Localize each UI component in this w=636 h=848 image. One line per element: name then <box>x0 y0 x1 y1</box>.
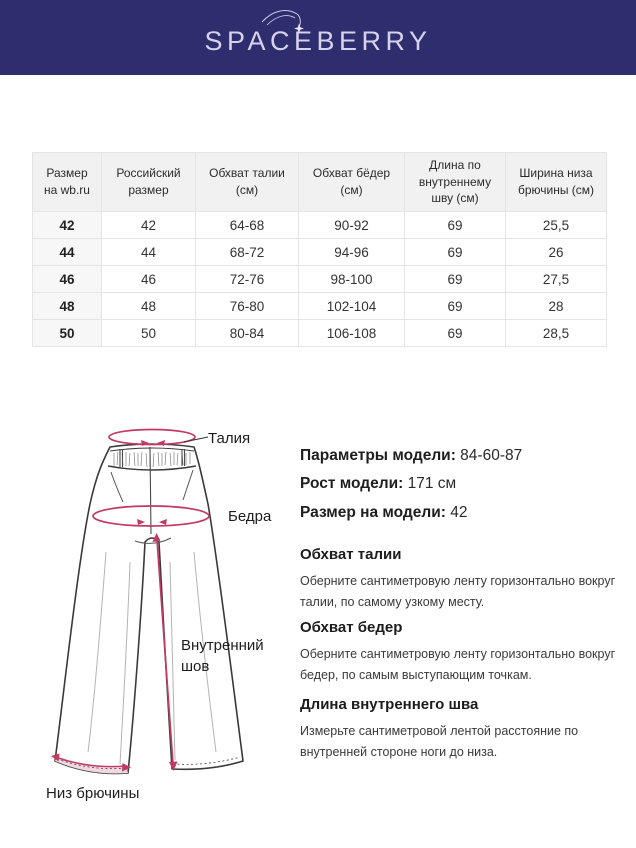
cell-wb-size: 50 <box>32 319 102 347</box>
cell-hem-width: 25,5 <box>505 211 607 239</box>
size-table: Размер на wb.ru Российский размер Обхват… <box>32 152 607 347</box>
col-header-hips: Обхват бёдер (см) <box>298 152 405 212</box>
guide-inseam-title: Длина внутреннего шва <box>300 696 479 713</box>
cell-hem-width: 27,5 <box>505 265 607 293</box>
cell-waist: 80-84 <box>195 319 299 347</box>
size-table-header-row: Размер на wb.ru Российский размер Обхват… <box>32 152 607 212</box>
pants-diagram <box>51 428 244 775</box>
cell-ru-size: 48 <box>101 292 196 320</box>
cell-waist: 68-72 <box>195 238 299 266</box>
cell-hem-width: 26 <box>505 238 607 266</box>
table-row: 50 50 80-84 106-108 69 28,5 <box>32 319 607 347</box>
cell-hips: 102-104 <box>298 292 405 320</box>
cell-ru-size: 44 <box>101 238 196 266</box>
hips-label: Бедра <box>228 508 272 525</box>
cell-waist: 72-76 <box>195 265 299 293</box>
table-row: 48 48 76-80 102-104 69 28 <box>32 292 607 320</box>
cell-hips: 90-92 <box>298 211 405 239</box>
guide-hips-title: Обхват бедер <box>300 619 403 636</box>
table-row: 46 46 72-76 98-100 69 27,5 <box>32 265 607 293</box>
cell-hem-width: 28 <box>505 292 607 320</box>
brand-logo-text: SPACEBERRY <box>204 26 432 56</box>
col-header-inseam: Длина по внутреннему шву (см) <box>404 152 506 212</box>
guide-waist-title: Обхват талии <box>300 546 402 563</box>
cell-inseam: 69 <box>404 265 506 293</box>
guide-hips-text: Оберните сантиметровую ленту горизонталь… <box>300 647 616 682</box>
model-height-label: Рост модели: <box>300 475 404 493</box>
cell-wb-size: 46 <box>32 265 102 293</box>
guide-waist-text: Оберните сантиметровую ленту горизонталь… <box>300 574 616 609</box>
col-header-hem-width: Ширина низа брючины (см) <box>505 152 607 212</box>
model-params-value: 84-60-87 <box>460 447 523 464</box>
inseam-label: Внутренний шов <box>181 637 264 675</box>
model-params-label: Параметры модели: <box>300 447 456 464</box>
cell-inseam: 69 <box>404 292 506 320</box>
model-size-label: Размер на модели: <box>300 503 446 521</box>
guide-section-hips: Обхват бедер Оберните сантиметровую лент… <box>300 619 616 685</box>
cell-wb-size: 48 <box>32 292 102 320</box>
cell-hem-width: 28,5 <box>505 319 607 347</box>
cell-wb-size: 44 <box>32 238 102 266</box>
brand-header: SPACEBERRY <box>0 0 636 75</box>
cell-inseam: 69 <box>404 211 506 239</box>
col-header-wb-size: Размер на wb.ru <box>32 152 102 212</box>
cell-waist: 76-80 <box>195 292 299 320</box>
table-row: 42 42 64-68 90-92 69 25,5 <box>32 211 607 239</box>
waist-label: Талия <box>208 430 251 447</box>
cell-hips: 98-100 <box>298 265 405 293</box>
col-header-waist: Обхват талии (см) <box>195 152 299 212</box>
model-params-row: Параметры модели: 84-60-87 <box>300 444 622 467</box>
cell-hips: 94-96 <box>298 238 405 266</box>
guide-inseam-text: Измерьте сантиметровой лентой расстояние… <box>300 724 579 759</box>
model-size-value: 42 <box>450 503 468 521</box>
table-row: 44 44 68-72 94-96 69 26 <box>32 238 607 266</box>
cell-hips: 106-108 <box>298 319 405 347</box>
shooting-star-icon <box>261 10 304 34</box>
guide-section-waist: Обхват талии Оберните сантиметровую лент… <box>300 546 616 612</box>
model-height-value: 171 см <box>407 475 457 493</box>
cell-ru-size: 46 <box>101 265 196 293</box>
hem-label: Низ брючины <box>46 785 140 802</box>
guide-section-inseam: Длина внутреннего шва Измерьте сантиметр… <box>300 696 616 762</box>
cell-ru-size: 42 <box>101 211 196 239</box>
model-size-row: Размер на модели: 42 <box>300 501 622 524</box>
cell-inseam: 69 <box>404 319 506 347</box>
cell-waist: 64-68 <box>195 211 299 239</box>
cell-ru-size: 50 <box>101 319 196 347</box>
cell-inseam: 69 <box>404 238 506 266</box>
model-height-row: Рост модели: 171 см <box>300 472 622 495</box>
cell-wb-size: 42 <box>32 211 102 239</box>
model-info: Параметры модели: 84-60-87 Рост модели: … <box>300 444 622 529</box>
col-header-ru-size: Российский размер <box>101 152 196 212</box>
